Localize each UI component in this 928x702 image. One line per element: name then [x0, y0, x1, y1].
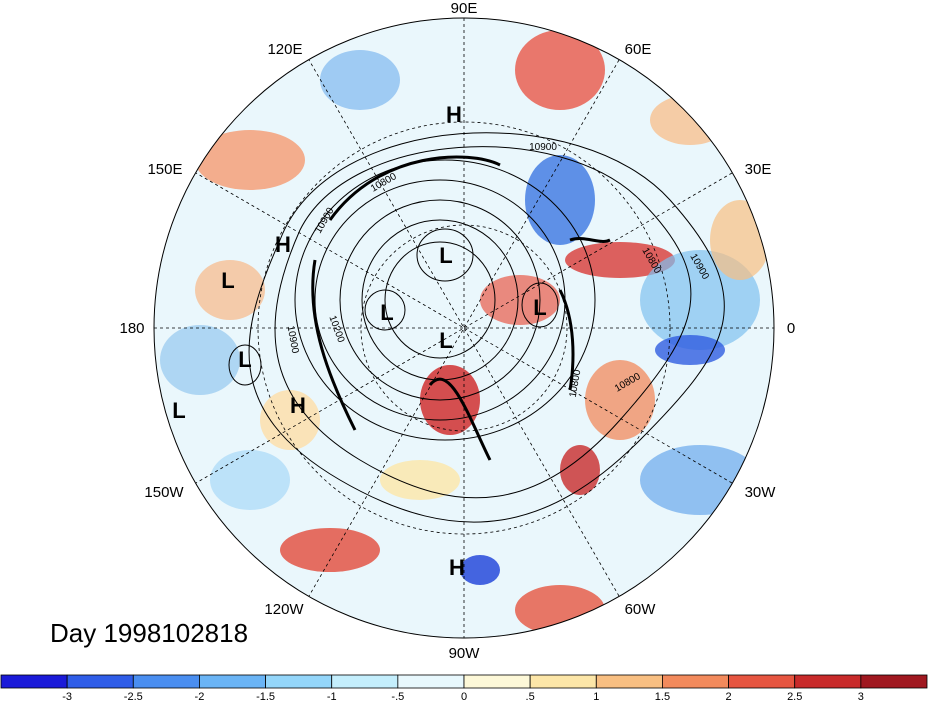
lon-label-90e: 90E — [451, 0, 478, 17]
system-marker-high: H — [446, 102, 462, 127]
colorbar-tick-label: -.5 — [391, 691, 404, 702]
height-contours — [228, 132, 725, 523]
colorbar-box — [794, 674, 862, 689]
colorbar-box — [463, 674, 531, 689]
lon-label-150e: 150E — [147, 161, 182, 178]
lon-label-150w: 150W — [144, 484, 184, 501]
colorbar-box — [265, 674, 333, 689]
colorbar-ticks: -3 -2.5 -2 -1.5 -1 -.5 0 .5 1 1.5 2 2.5 3 — [62, 691, 864, 702]
contour-label: 10800 — [568, 368, 584, 398]
colorbar-tick-label: -2.5 — [124, 691, 143, 702]
lon-label-180: 180 — [119, 320, 144, 337]
system-marker-low: L — [533, 295, 546, 320]
colorbar: -3 -2.5 -2 -1.5 -1 -.5 0 .5 1 1.5 2 2.5 3 — [0, 674, 928, 702]
colorbar-box — [529, 674, 597, 689]
colorbar-box — [331, 674, 399, 689]
colorbar-box — [0, 674, 68, 689]
colorbar-tick-label: 0 — [461, 691, 467, 702]
system-marker-low: L — [439, 243, 452, 268]
colorbar-box — [132, 674, 200, 689]
lon-label-60e: 60E — [625, 41, 652, 58]
graticule — [154, 18, 774, 638]
lon-label-0: 0 — [787, 320, 795, 337]
colorbar-box — [397, 674, 465, 689]
system-marker-low: L — [238, 347, 251, 372]
colorbar-tick-label: 2.5 — [787, 691, 802, 702]
system-marker-low: L — [439, 328, 452, 353]
colorbar-tick-label: -1.5 — [256, 691, 275, 702]
system-marker-low: L — [380, 300, 393, 325]
colorbar-box — [199, 674, 266, 689]
colorbar-tick-label: -1 — [327, 691, 337, 702]
jet-contours — [311, 155, 611, 461]
colorbar-tick-label: -3 — [62, 691, 72, 702]
colorbar-box — [66, 674, 134, 689]
colorbar-box — [728, 674, 796, 689]
contour-label: 10900 — [529, 142, 557, 153]
colorbar-tick-label: 2 — [726, 691, 732, 702]
polar-map: 90E 60E 30E 0 30W 60W 90W 120W 150W 180 … — [119, 0, 795, 662]
colorbar-box — [860, 674, 928, 689]
lon-label-30w: 30W — [745, 484, 777, 501]
map-border — [153, 17, 775, 639]
system-marker-high: H — [290, 393, 306, 418]
system-marker-low: L — [221, 268, 234, 293]
lon-label-90w: 90W — [449, 645, 481, 662]
contour-label: 10900 — [285, 325, 301, 355]
lon-label-120w: 120W — [264, 601, 304, 618]
colorbar-tick-label: -2 — [195, 691, 205, 702]
colorbar-tick-label: 1 — [593, 691, 599, 702]
lon-label-30e: 30E — [745, 161, 772, 178]
colorbar-box — [662, 674, 729, 689]
day-label: Day 1998102818 — [50, 618, 249, 648]
lon-label-60w: 60W — [625, 601, 657, 618]
colorbar-tick-label: 3 — [858, 691, 864, 702]
colorbar-boxes — [0, 674, 928, 689]
system-marker-high: H — [449, 555, 465, 580]
system-marker-low: L — [172, 398, 185, 423]
colorbar-tick-label: 1.5 — [655, 691, 670, 702]
lon-label-120e: 120E — [267, 41, 302, 58]
system-marker-high: H — [275, 232, 291, 257]
colorbar-box — [595, 674, 663, 689]
colorbar-tick-label: .5 — [526, 691, 535, 702]
